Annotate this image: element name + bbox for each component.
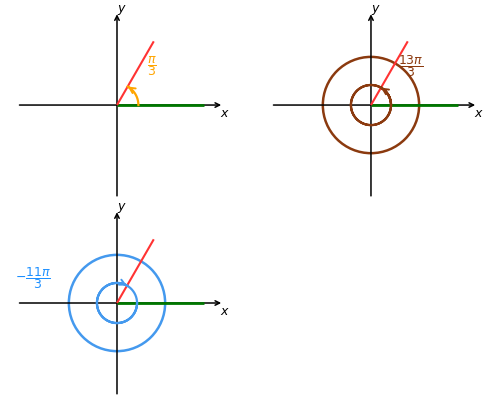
Text: $y$: $y$ — [372, 3, 381, 17]
Text: $x$: $x$ — [221, 107, 230, 120]
Text: $-\dfrac{11\pi}{3}$: $-\dfrac{11\pi}{3}$ — [15, 265, 51, 290]
Text: $y$: $y$ — [118, 3, 127, 17]
Text: $\dfrac{\pi}{3}$: $\dfrac{\pi}{3}$ — [147, 54, 157, 78]
Text: $x$: $x$ — [475, 107, 484, 120]
Text: $y$: $y$ — [118, 201, 127, 215]
Text: $x$: $x$ — [221, 305, 230, 318]
Text: $\dfrac{13\pi}{3}$: $\dfrac{13\pi}{3}$ — [398, 53, 424, 79]
